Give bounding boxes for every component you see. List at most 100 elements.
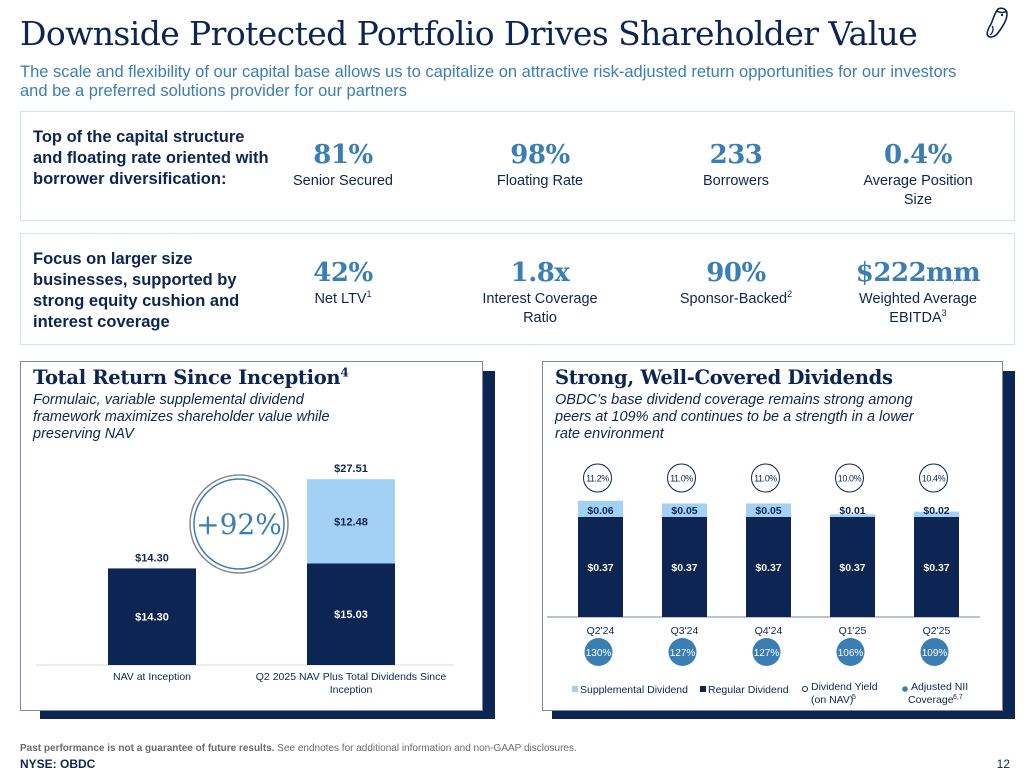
dividend-yield-label: 10.0%	[838, 474, 862, 484]
panel-title: Strong, Well-Covered Dividends	[555, 366, 893, 389]
bar-value-label: $15.03	[334, 609, 368, 621]
bar-value-label: $0.06	[587, 505, 613, 517]
stat-value: 90%	[706, 258, 766, 288]
stat-senior-secured: 81% Senior Secured	[243, 140, 443, 191]
x-tick-label: Q2'24	[587, 625, 615, 637]
stat-label: Net LTV1	[314, 289, 372, 307]
legend-marker-regular	[700, 686, 706, 692]
bar-segment-supplemental-dividend	[662, 503, 707, 517]
bar-value-label: $0.37	[839, 562, 865, 574]
bar-value-label: $0.05	[671, 505, 697, 517]
legend-label: Coverage	[908, 694, 954, 706]
bar-segment-supplemental-dividend	[914, 511, 959, 517]
stat-row-larger-businesses: Focus on larger size businesses, support…	[20, 233, 1015, 345]
dividend-yield-marker	[583, 463, 612, 493]
dividend-yield-marker	[667, 463, 696, 493]
dividends-panel: Strong, Well-Covered Dividends OBDC’s ba…	[542, 361, 1003, 711]
bar-segment-regular-dividend	[914, 517, 959, 617]
stat-value: $222mm	[855, 258, 981, 288]
panel-title: Total Return Since Inception4	[33, 365, 349, 389]
stat-row-label: Focus on larger size businesses, support…	[33, 250, 240, 331]
stat-floating-rate: 98% Floating Rate	[440, 140, 640, 191]
stat-interest-coverage: 1.8x Interest Coverage Ratio	[440, 258, 640, 328]
bar-segment-nav	[307, 563, 395, 665]
bar-segment-regular-dividend	[578, 517, 623, 617]
bar-segment-regular-dividend	[830, 517, 875, 617]
stat-value: 42%	[313, 258, 373, 288]
nii-coverage-marker	[920, 638, 949, 666]
dividend-yield-label: 11.2%	[586, 474, 609, 484]
bar-value-label: $12.48	[334, 516, 368, 528]
bar-value-label: $14.30	[135, 612, 169, 624]
nii-coverage-label: 127%	[670, 648, 696, 659]
total-return-chart: $14.30 $14.30 $15.03 $12.48 $27.51 NAV at Inc…	[36, 463, 454, 696]
bar-segment-supplemental-dividend	[578, 500, 623, 517]
legend-footnote: 6,7	[953, 694, 963, 701]
legend-marker-nii-coverage	[902, 686, 908, 692]
disclaimer: Past performance is not a guarantee of f…	[20, 743, 577, 754]
legend-marker-supplemental	[572, 686, 578, 692]
owl-logo-icon	[986, 7, 1008, 38]
stat-weighted-average-ebitda: $222mm Weighted Average EBITDA3	[818, 258, 1018, 328]
legend-label: Supplemental Dividend	[580, 684, 688, 696]
bar-value-label: $0.37	[587, 562, 613, 574]
bar-value-label: $0.37	[671, 562, 697, 574]
x-tick-label: Q4'24	[755, 625, 783, 637]
bar-value-label: $0.01	[839, 505, 865, 517]
x-tick-label: Q2'25	[923, 625, 951, 637]
legend-label: Adjusted NII	[911, 681, 968, 693]
bar-value-label: $0.37	[755, 562, 781, 574]
nii-coverage-marker	[752, 638, 781, 666]
stat-label: Weighted Average EBITDA3	[859, 291, 977, 326]
x-tick-label: Q1'25	[839, 625, 867, 637]
panel-subtitle: OBDC’s base dividend coverage remains st…	[555, 392, 914, 442]
nii-coverage-marker	[836, 638, 865, 666]
stat-label: Sponsor-Backed2	[679, 289, 793, 307]
nii-coverage-label: 130%	[586, 648, 612, 659]
stat-sponsor-backed: 90% Sponsor-Backed2	[636, 258, 836, 309]
legend-label: Regular Dividend	[708, 684, 789, 696]
legend-label: (on NAV)	[811, 694, 853, 706]
bar-segment-supplemental-dividend	[830, 514, 875, 517]
x-tick-label: Q3'24	[671, 625, 699, 637]
stat-row-capital-structure: Top of the capital structure and floatin…	[20, 111, 1015, 221]
stat-value: 0.4%	[884, 140, 952, 170]
dividends-chart: $0.37 $0.06 11.2% Q2'24 130% $0.37 $0.05 11.0% Q…	[547, 463, 980, 706]
stat-label: Average Position Size	[863, 173, 973, 208]
panel-subtitle: Formulaic, variable supplemental dividen…	[33, 392, 330, 442]
dividend-yield-marker	[751, 463, 780, 493]
x-tick-label: Inception	[330, 684, 373, 696]
bar-value-label: $0.05	[755, 505, 781, 517]
dividend-yield-label: 11.0%	[754, 474, 777, 484]
stat-row-label: Top of the capital structure and floatin…	[33, 128, 269, 188]
bar-segment-regular-dividend	[746, 517, 791, 617]
bar-segment-nav	[108, 568, 196, 665]
bar-segment-total-dividends	[307, 479, 395, 564]
nii-coverage-marker	[584, 638, 613, 666]
bar-value-label: $0.37	[923, 562, 949, 574]
legend-marker-dividend-yield	[802, 686, 808, 692]
bar-segment-regular-dividend	[662, 517, 707, 617]
stat-average-position-size: 0.4% Average Position Size	[833, 140, 1003, 210]
legend-label: Dividend Yield	[811, 681, 878, 693]
stat-value: 98%	[510, 140, 570, 170]
return-badge-inner-ring	[193, 478, 285, 570]
stat-label: Interest Coverage Ratio	[482, 291, 598, 326]
stat-label: Floating Rate	[496, 173, 584, 189]
x-tick-label: NAV at Inception	[113, 671, 191, 683]
bar-value-label: $0.02	[923, 505, 949, 517]
ticker: NYSE: OBDC	[20, 757, 96, 771]
page-number: 12	[996, 757, 1010, 771]
stat-net-ltv: 42% Net LTV1	[243, 258, 443, 309]
total-return-panel: Total Return Since Inception4 Formulaic,…	[20, 361, 483, 711]
return-badge-text: +92%	[196, 508, 282, 541]
nii-coverage-marker	[668, 638, 697, 666]
nii-coverage-label: 127%	[754, 648, 780, 659]
dividend-yield-marker	[919, 463, 948, 493]
dividend-yield-label: 11.0%	[670, 474, 693, 484]
stat-borrowers: 233 Borrowers	[636, 140, 836, 191]
stat-label: Senior Secured	[293, 173, 393, 189]
nii-coverage-label: 106%	[838, 648, 864, 659]
stat-value: 81%	[313, 140, 373, 170]
dividend-yield-label: 10.4%	[922, 474, 946, 484]
